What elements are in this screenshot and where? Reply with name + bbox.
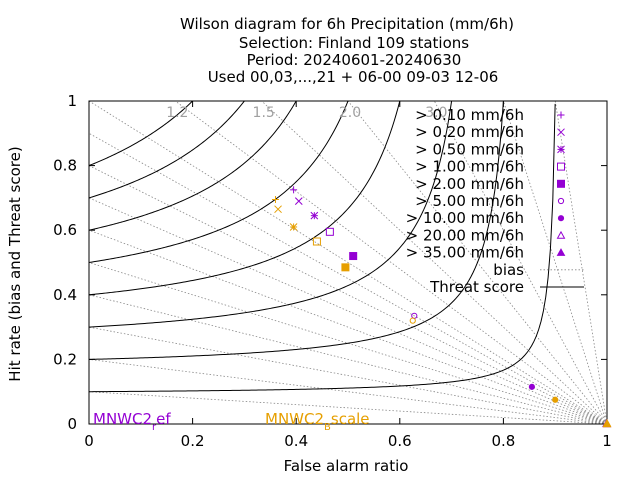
point-0-2	[310, 211, 319, 220]
model-labels: MNWC2ref MNWC2Bscale	[93, 410, 370, 433]
point-0-3	[325, 227, 334, 236]
y-tick-label-3: 0.6	[53, 221, 77, 239]
threat-score-curve-6	[89, 101, 246, 199]
point-1-1	[274, 205, 282, 214]
y-tick-label-1: 0.2	[53, 350, 77, 368]
data-points	[271, 186, 612, 428]
legend-symbol-5	[557, 197, 565, 205]
bias-line-0	[89, 391, 607, 424]
bias-line-2	[89, 326, 607, 424]
title-line-3: Period: 20240601-20240630	[247, 51, 462, 69]
chart-title: Wilson diagram for 6h Precipitation (mm/…	[180, 15, 514, 86]
bias-label-0: 1.2	[166, 105, 188, 121]
legend-symbol-2	[557, 145, 565, 154]
y-tick-label-4: 0.8	[53, 157, 77, 175]
bias-line-9	[89, 101, 607, 424]
legend-label-7: > 20.00 mm/6h	[406, 226, 524, 244]
bias-label-1: 1.5	[253, 105, 275, 121]
threat-score-curves	[89, 101, 556, 393]
bias-line-5	[89, 229, 607, 424]
x-tick-label-0: 0	[84, 432, 94, 450]
title-line-2: Selection: Finland 109 stations	[239, 34, 469, 52]
threat-score-curve-5	[89, 101, 297, 231]
plot-frame	[88, 100, 608, 425]
bias-line-13	[433, 101, 607, 424]
legend-label-1: > 0.20 mm/6h	[415, 123, 524, 141]
legend-symbol-6	[557, 215, 565, 222]
legend-label-8: > 35.00 mm/6h	[406, 244, 524, 262]
point-1-4	[341, 263, 350, 272]
threat-score-curve-0	[89, 103, 556, 393]
point-1-6	[552, 396, 559, 403]
legend-symbol-1	[557, 128, 565, 137]
bias-labels: 1.2 1.5 2.0 3.0	[166, 105, 447, 121]
legend-label-3: > 1.00 mm/6h	[415, 158, 524, 176]
bias-line-8	[89, 132, 607, 424]
point-0-4	[349, 252, 358, 261]
legend-label-2: > 0.50 mm/6h	[415, 140, 524, 158]
bias-label-3: 3.0	[425, 105, 447, 121]
bias-line-3	[89, 294, 607, 424]
threat-score-curve-7	[89, 101, 194, 167]
x-axis-title: False alarm ratio	[284, 457, 409, 475]
threat-score-curve-2	[89, 101, 453, 328]
bias-line-14	[503, 101, 607, 424]
x-tick-label-2: 0.4	[284, 432, 308, 450]
point-1-2	[289, 223, 298, 231]
point-1-8	[602, 419, 612, 428]
point-1-0	[271, 196, 279, 204]
legend: > 0.10 mm/6h> 0.20 mm/6h> 0.50 mm/6h> 1.…	[406, 106, 584, 296]
y-axis-ticks: 0 0.2 0.4 0.6 0.8 1	[53, 92, 607, 433]
x-tick-label-3: 0.6	[388, 432, 412, 450]
model-label-0: MNWC2ref	[93, 410, 171, 433]
point-1-5	[409, 317, 416, 324]
legend-symbol-0	[557, 111, 565, 119]
point-1-3	[312, 237, 321, 246]
y-tick-label-0: 0	[67, 415, 77, 433]
x-axis-ticks: 0 0.2 0.4 0.6 0.8 1	[84, 101, 612, 450]
y-tick-label-5: 1	[67, 92, 77, 110]
y-axis-title: Hit rate (bias and Threat score)	[6, 146, 24, 381]
legend-label-6: > 10.00 mm/6h	[406, 209, 524, 227]
legend-symbol-4	[557, 179, 565, 188]
bias-line-4	[89, 262, 607, 424]
bias-label-2: 2.0	[339, 105, 361, 121]
bias-lines	[89, 101, 607, 424]
legend-label-0: > 0.10 mm/6h	[415, 106, 524, 124]
legend-symbol-7	[556, 230, 566, 239]
threat-score-curve-1	[89, 101, 504, 360]
legend-symbol-3	[557, 162, 565, 171]
point-0-0	[290, 186, 298, 194]
legend-symbol-8	[556, 248, 566, 256]
legend-label-5: > 5.00 mm/6h	[415, 192, 524, 210]
point-0-1	[294, 197, 303, 205]
title-line-4: Used 00,03,...,21 + 06-00 09-03 12-06	[208, 68, 499, 86]
legend-label-threat: Threat score	[429, 278, 524, 296]
x-tick-label-4: 0.8	[491, 432, 515, 450]
bias-line-6	[89, 197, 607, 424]
legend-label-4: > 2.00 mm/6h	[415, 175, 524, 193]
bias-line-10	[175, 101, 607, 424]
threat-score-curve-4	[89, 101, 349, 263]
threat-score-curve-3	[89, 101, 401, 296]
point-0-6	[528, 383, 535, 390]
title-line-1: Wilson diagram for 6h Precipitation (mm/…	[180, 15, 514, 33]
y-tick-label-2: 0.4	[53, 286, 77, 304]
x-tick-label-1: 0.2	[181, 432, 205, 450]
model-label-1: MNWC2Bscale	[265, 410, 370, 433]
legend-label-bias: bias	[493, 261, 524, 279]
x-tick-label-5: 1	[602, 432, 612, 450]
bias-line-1	[89, 359, 607, 424]
